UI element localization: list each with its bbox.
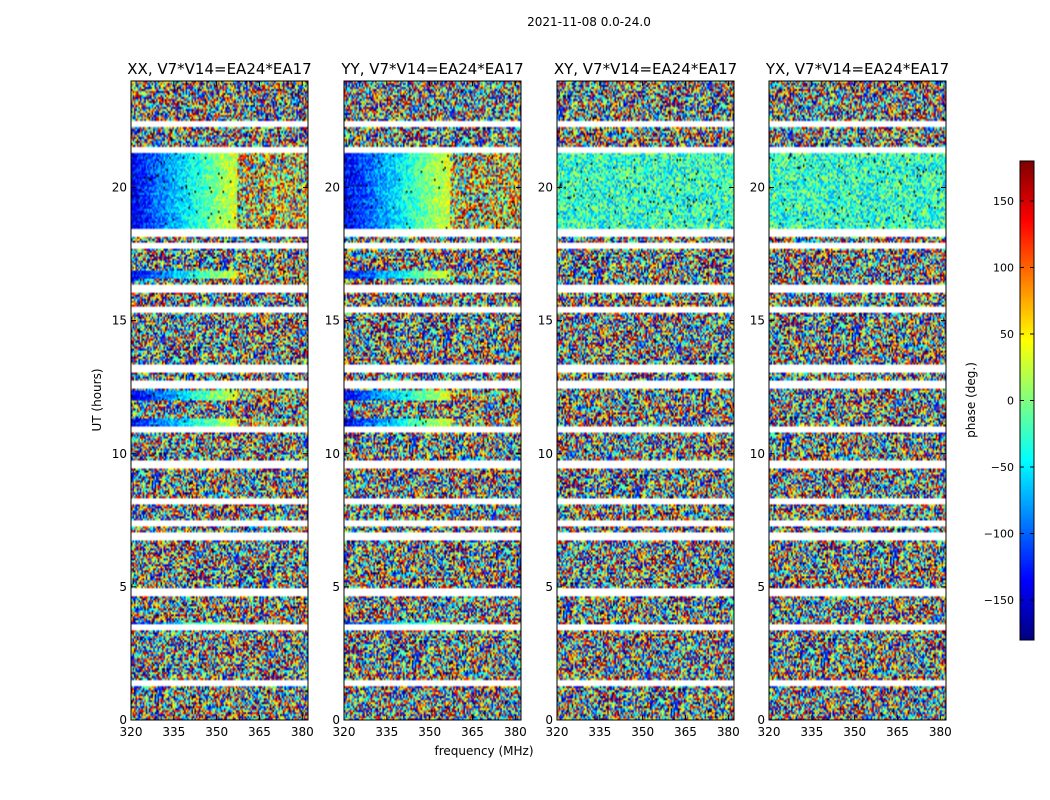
colorbar-tick-label: 100	[993, 261, 1014, 274]
colorbar-label: phase (deg.)	[964, 362, 978, 438]
panel-frame	[130, 80, 309, 721]
panels: XX, V7*V14=EA24*EA17 320 335 350 365 380 0 5 10 1…	[112, 60, 952, 739]
panel-yx: YX, V7*V14=EA24*EA17 320 335 350 365 380 0 5 10 1…	[750, 60, 952, 739]
x-tick-label: 380	[717, 725, 740, 739]
y-tick-label: 20	[750, 181, 765, 195]
heatmap-yy	[344, 81, 521, 720]
y-tick-label: 15	[112, 314, 127, 328]
y-tick-label: 10	[325, 447, 340, 461]
y-tick-label: 15	[325, 314, 340, 328]
x-tick-label: 335	[588, 725, 611, 739]
heatmap-yx	[769, 81, 946, 720]
x-tick-label: 365	[674, 725, 697, 739]
x-tick-label: 335	[162, 725, 185, 739]
x-tick-label: 365	[886, 725, 909, 739]
y-tick-label: 15	[538, 314, 553, 328]
x-tick-label: 350	[631, 725, 654, 739]
y-tick-label: 0	[332, 713, 340, 727]
y-tick-label: 15	[750, 314, 765, 328]
x-tick-label: 320	[546, 725, 569, 739]
x-tick-label: 380	[929, 725, 952, 739]
panel-frame	[343, 80, 522, 721]
colorbar-tick-label: 150	[993, 195, 1014, 208]
colorbar-tick-label: 50	[1000, 328, 1014, 341]
y-tick-label: 10	[750, 447, 765, 461]
y-tick-label: 5	[545, 580, 553, 594]
x-tick-label: 320	[333, 725, 356, 739]
x-tick-label: 365	[461, 725, 484, 739]
y-tick-label: 20	[325, 181, 340, 195]
panel-xy: XY, V7*V14=EA24*EA17 320 335 350 365 380 0 5 10 1…	[538, 60, 740, 739]
panel-title-xx: XX, V7*V14=EA24*EA17	[127, 60, 311, 78]
x-tick-label: 380	[504, 725, 527, 739]
panel-yy: YY, V7*V14=EA24*EA17 320 335 350 365 380 0 5 10 1…	[325, 60, 527, 739]
x-tick-label: 335	[375, 725, 398, 739]
heatmap-xy	[557, 81, 734, 720]
heatmap-xx	[131, 81, 308, 720]
y-axis-label: UT (hours)	[90, 368, 104, 431]
y-tick-label: 5	[757, 580, 765, 594]
panel-title-yy: YY, V7*V14=EA24*EA17	[340, 60, 523, 78]
x-tick-label: 365	[248, 725, 271, 739]
y-tick-label: 0	[119, 713, 127, 727]
y-tick-label: 20	[538, 181, 553, 195]
x-axis-label: frequency (MHz)	[434, 744, 533, 758]
y-tick-label: 10	[538, 447, 553, 461]
x-tick-label: 335	[800, 725, 823, 739]
x-tick-label: 380	[291, 725, 314, 739]
y-tick-label: 5	[332, 580, 340, 594]
colorbar-tick-label: −150	[984, 594, 1014, 607]
panel-xx: XX, V7*V14=EA24*EA17 320 335 350 365 380 0 5 10 1…	[112, 60, 314, 739]
panel-frame	[556, 80, 735, 721]
x-tick-label: 320	[758, 725, 781, 739]
x-tick-label: 350	[205, 725, 228, 739]
x-tick-label: 350	[418, 725, 441, 739]
panel-title-xy: XY, V7*V14=EA24*EA17	[554, 60, 737, 78]
y-tick-label: 0	[545, 713, 553, 727]
x-tick-label: 350	[843, 725, 866, 739]
colorbar-tick-label: 0	[1007, 395, 1014, 408]
x-tick-label: 320	[120, 725, 143, 739]
colorbar: −150 −100 −50 0 50 100 150	[984, 160, 1035, 641]
y-tick-label: 0	[757, 713, 765, 727]
y-tick-label: 5	[119, 580, 127, 594]
panel-frame	[768, 80, 947, 721]
colorbar-tick-label: −100	[984, 528, 1014, 541]
panel-title-yx: YX, V7*V14=EA24*EA17	[765, 60, 949, 78]
y-tick-label: 10	[112, 447, 127, 461]
y-tick-label: 20	[112, 181, 127, 195]
figure-title: 2021-11-08 0.0-24.0	[527, 15, 651, 29]
colorbar-tick-label: −50	[991, 461, 1014, 474]
